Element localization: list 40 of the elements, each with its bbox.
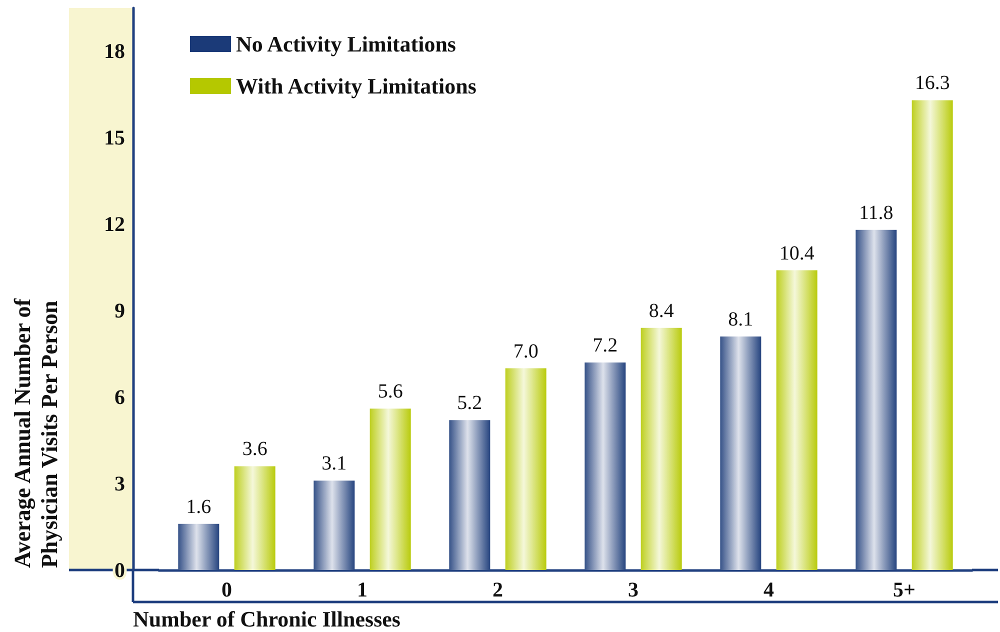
bar	[234, 466, 276, 570]
x-tick-label: 2	[492, 578, 503, 602]
data-label: 3.6	[242, 438, 268, 460]
y-tick-label: 12	[104, 212, 125, 236]
data-label: 3.1	[322, 452, 347, 475]
bar	[856, 230, 897, 570]
bar	[370, 408, 411, 570]
x-tick-label: 3	[628, 578, 638, 602]
data-label: 16.3	[914, 72, 950, 94]
bar	[584, 362, 626, 570]
legend-label: No Activity Limitations	[236, 32, 456, 56]
data-label: 7.0	[513, 340, 538, 362]
y-tick-label: 9	[114, 298, 125, 323]
bar	[912, 100, 953, 570]
data-label: 8.1	[728, 308, 754, 331]
x-tick-label: 0	[222, 578, 232, 602]
bar	[178, 524, 220, 570]
x-tick-label: 5+	[893, 578, 916, 602]
data-label: 8.4	[648, 300, 674, 322]
y-tick-label: 3	[114, 472, 125, 496]
bar	[640, 328, 682, 570]
bar	[505, 368, 546, 570]
y-axis-title: Average Annual Number of Physician Visits Per Person	[10, 298, 62, 568]
x-tick-label: 1	[357, 578, 368, 602]
data-label: 5.6	[378, 380, 403, 403]
bar	[776, 270, 818, 570]
data-label: 7.2	[592, 334, 618, 356]
x-tick-label: 4	[764, 578, 774, 602]
x-axis-title: Number of Chronic Illnesses	[133, 606, 401, 632]
y-tick-label: 18	[104, 39, 125, 64]
data-label: 11.8	[859, 202, 894, 224]
data-label: 5.2	[457, 392, 482, 414]
bar	[449, 420, 490, 570]
y-tick-label: 6	[114, 385, 125, 410]
data-label: 1.6	[186, 496, 212, 518]
bar	[720, 336, 762, 570]
legend-label: With Activity Limitations	[236, 74, 477, 98]
y-tick-label: 15	[104, 126, 125, 150]
data-label: 10.4	[779, 242, 814, 264]
bar	[314, 480, 355, 570]
